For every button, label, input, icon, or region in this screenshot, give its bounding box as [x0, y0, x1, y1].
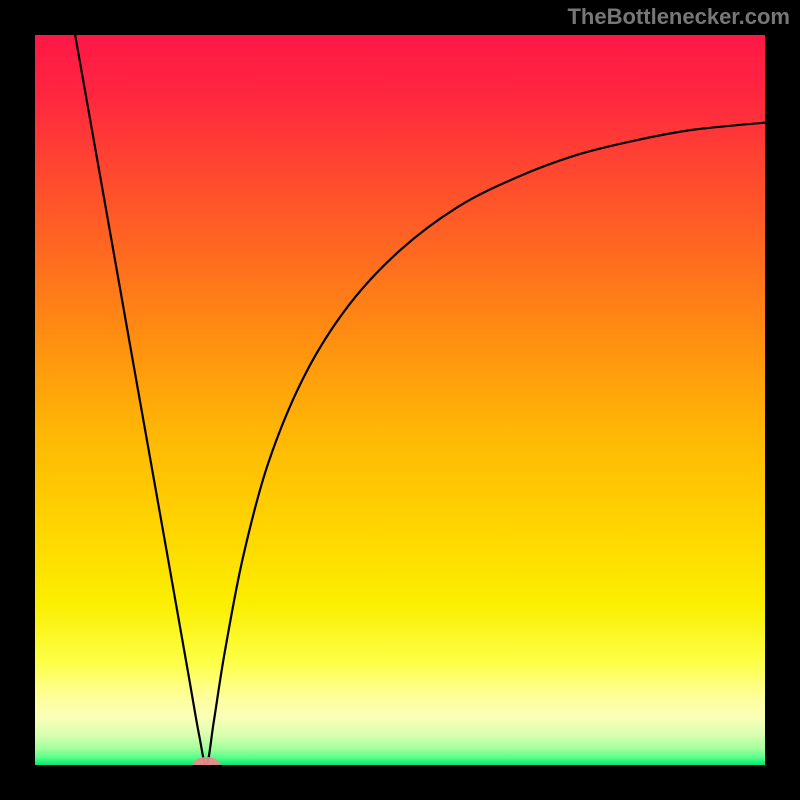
bottleneck-chart	[0, 0, 800, 800]
chart-container: TheBottlenecker.com	[0, 0, 800, 800]
watermark: TheBottlenecker.com	[567, 4, 790, 30]
plot-background	[35, 35, 765, 765]
